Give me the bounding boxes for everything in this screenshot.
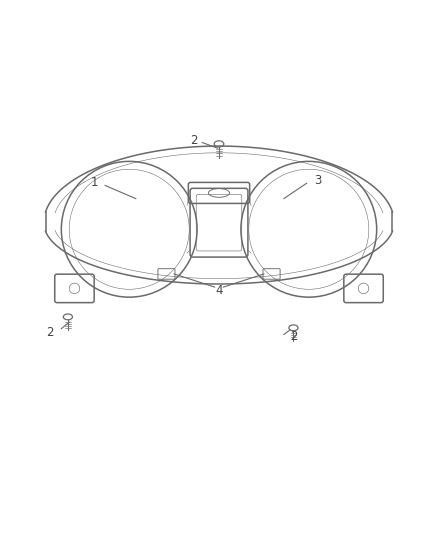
Text: 4: 4 [215, 284, 223, 297]
Text: 2: 2 [46, 326, 54, 338]
Text: 1: 1 [90, 176, 98, 189]
Text: 2: 2 [190, 134, 198, 147]
Text: 2: 2 [290, 330, 298, 343]
Text: 3: 3 [314, 174, 321, 187]
